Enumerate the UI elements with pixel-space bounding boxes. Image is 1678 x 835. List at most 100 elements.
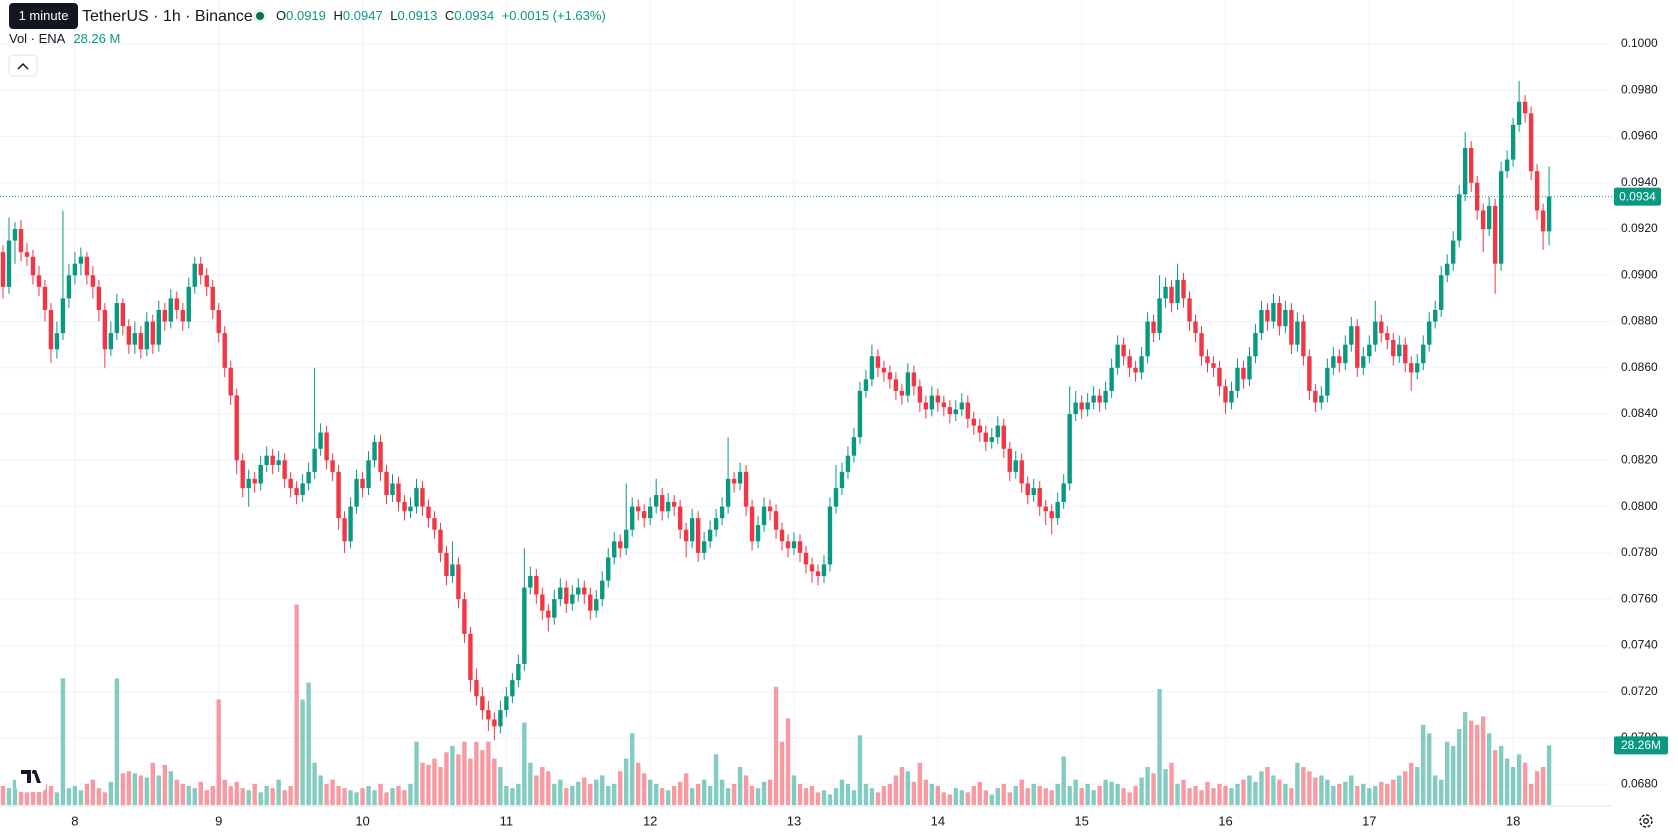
candle-body [1421,344,1426,364]
candle-body [785,541,791,549]
candle-body [1007,448,1012,472]
volume-bar [1397,775,1402,805]
candle-body [1379,321,1384,334]
candle-body [941,402,947,408]
candle-body [647,506,653,519]
volume-bar [1492,750,1498,805]
candle-body [923,402,929,410]
volume-bar [791,775,797,805]
volume-bar [1355,786,1360,805]
volume-bar [1528,783,1534,805]
volume-bar [1127,792,1132,805]
candle-body [1439,275,1444,310]
candle-body [1169,286,1174,304]
candle-body [630,506,635,530]
volume-bar [1211,788,1216,805]
volume-bar [1361,783,1366,805]
volume-bar [1456,729,1462,805]
volume-bar [1468,720,1474,805]
volume-bar [264,786,269,805]
candle-body [576,587,581,595]
candle-body [905,372,911,396]
settings-button[interactable] [1639,814,1653,828]
volume-bar [636,762,641,805]
candle-body [1456,194,1462,241]
volume-bar [492,758,497,805]
volume-bar [108,781,114,805]
y-tick-label: 0.0680 [1621,776,1658,790]
volume-bar [504,786,509,805]
candle-body [977,425,982,433]
volume-bar [552,783,557,805]
candle-body [318,432,323,449]
volume-bar [1235,783,1240,805]
logo[interactable] [16,762,46,792]
candle-body [1546,196,1552,232]
candle-body [1516,101,1522,125]
candle-body [1301,321,1306,357]
candle-body [989,437,994,442]
volume-bar [540,767,545,805]
candle-body [30,256,36,276]
candle-body [797,541,803,553]
volume-bar [1367,788,1372,805]
volume-bar [869,788,875,805]
volume-bar [72,786,78,805]
collapse-button[interactable] [8,54,38,77]
candle-body [186,286,191,322]
volume-bar [156,775,162,805]
candle-body [72,263,78,276]
volume-bar [941,792,947,805]
gear-outer[interactable] [1639,814,1653,828]
candle-body [869,356,875,380]
volume-bar [779,741,785,805]
candle-body [1391,340,1396,357]
volume-bar [1498,745,1504,805]
candle-body [1103,390,1108,403]
candle-body [450,564,455,576]
volume-bar [1462,712,1468,805]
volume-bar [665,790,671,805]
volume-bar [821,790,827,805]
volume-bar [1415,767,1420,805]
x-tick-label: 9 [215,813,222,828]
volume-bar [318,775,323,805]
volume-bar [174,779,179,805]
candle-body [1055,501,1060,519]
candles [0,80,1552,741]
candle-body [1211,363,1216,368]
volume-bar [1043,788,1048,805]
candle-body [606,557,611,581]
candle-body [1445,263,1450,276]
candle-body [671,501,677,507]
volume-axis-label: 28.26M [1621,738,1661,752]
y-tick-label: 0.0860 [1621,360,1658,374]
volume-bar [294,604,299,805]
y-tick-label: 0.0920 [1621,221,1658,235]
volume-bar [815,792,821,805]
candle-body [504,696,509,711]
volume-bar [683,773,689,805]
candle-body [731,478,737,484]
volume-bar [1085,783,1090,805]
candle-body [420,488,425,507]
y-tick-label: 0.1000 [1621,36,1658,50]
candle-body [414,488,419,507]
candle-body [1528,113,1534,172]
collapse-button-box[interactable] [8,54,38,77]
volume-bar [414,741,419,805]
volume-bar [773,686,779,805]
volume-bar [875,792,881,805]
candle-body [1510,124,1516,160]
volume-bar [36,790,42,805]
candle-body [839,471,845,489]
x-tick-label: 12 [643,813,657,828]
volume-bar [102,792,108,805]
volume-bar [426,764,431,805]
volume-bar [150,762,156,805]
volume-bar [1385,783,1390,805]
candle-body [330,460,335,472]
candle-body [36,275,42,287]
candle-body [659,495,665,512]
volume-bar [1277,779,1282,805]
